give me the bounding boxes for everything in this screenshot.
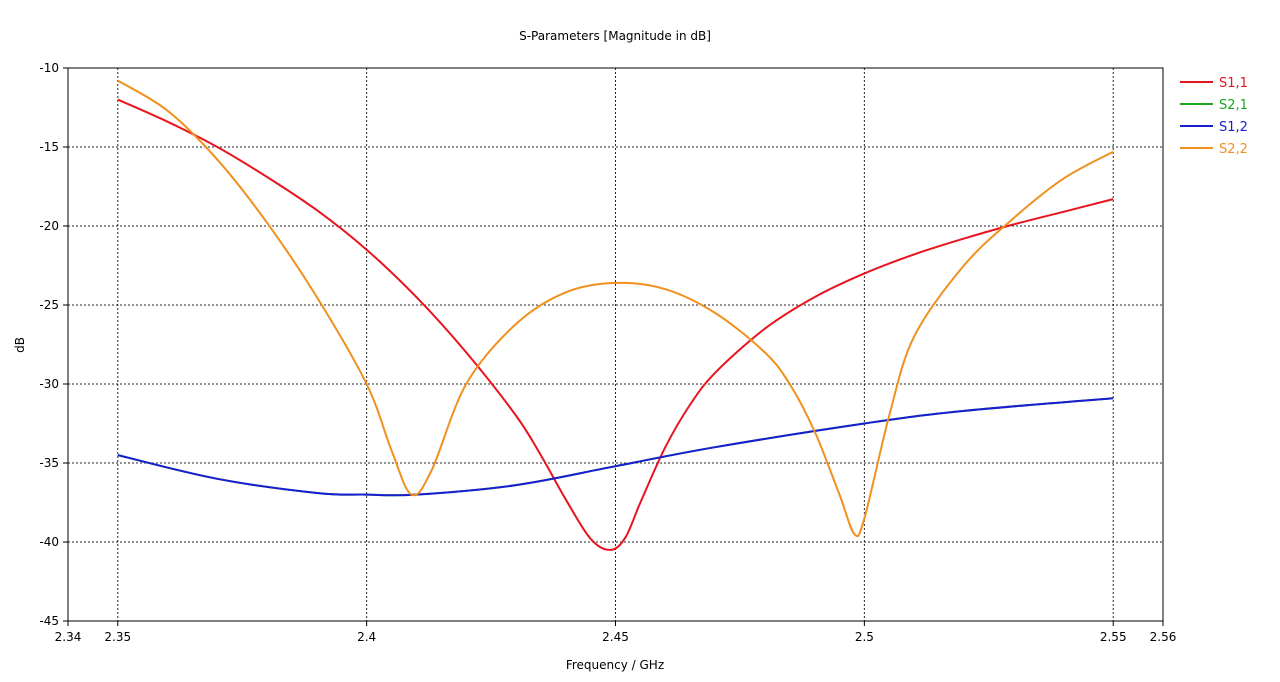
y-tick-label: -15 <box>39 140 59 154</box>
y-tick-label: -35 <box>39 456 59 470</box>
y-tick-label: -25 <box>39 298 59 312</box>
y-tick-label: -40 <box>39 535 59 549</box>
x-tick-label: 2.56 <box>1150 630 1177 644</box>
x-tick-label: 2.45 <box>602 630 629 644</box>
series-layer <box>117 79 1114 551</box>
legend-label-s12: S1,2 <box>1219 120 1248 135</box>
x-tick-label: 2.34 <box>55 630 82 644</box>
x-tick-label: 2.55 <box>1100 630 1127 644</box>
x-tick-label: 2.5 <box>855 630 874 644</box>
legend-label-s11: S1,1 <box>1219 76 1248 91</box>
grid-layer <box>68 68 1163 621</box>
series-line-s22 <box>117 79 1114 538</box>
x-axis-label: Frequency / GHz <box>566 658 664 672</box>
y-tick-label: -20 <box>39 219 59 233</box>
y-tick-label: -45 <box>39 614 59 628</box>
y-axis-ticks: -45 -40 -35 -30 -25 -20 -15 -10 <box>39 61 68 628</box>
legend: S1,1 S2,1 S1,2 S2,2 <box>1180 76 1248 157</box>
y-tick-label: -10 <box>39 61 59 75</box>
chart-title: S-Parameters [Magnitude in dB] <box>519 29 711 43</box>
series-line-s12 <box>117 397 1114 497</box>
y-tick-label: -30 <box>39 377 59 391</box>
x-tick-label: 2.4 <box>357 630 376 644</box>
x-axis-ticks: 2.34 2.35 2.4 2.45 2.5 2.55 2.56 <box>55 621 1177 644</box>
series-line-s11 <box>117 98 1114 551</box>
y-axis-label: dB <box>13 337 27 353</box>
legend-label-s22: S2,2 <box>1219 142 1248 157</box>
legend-label-s21: S2,1 <box>1219 98 1248 113</box>
x-tick-label: 2.35 <box>104 630 131 644</box>
